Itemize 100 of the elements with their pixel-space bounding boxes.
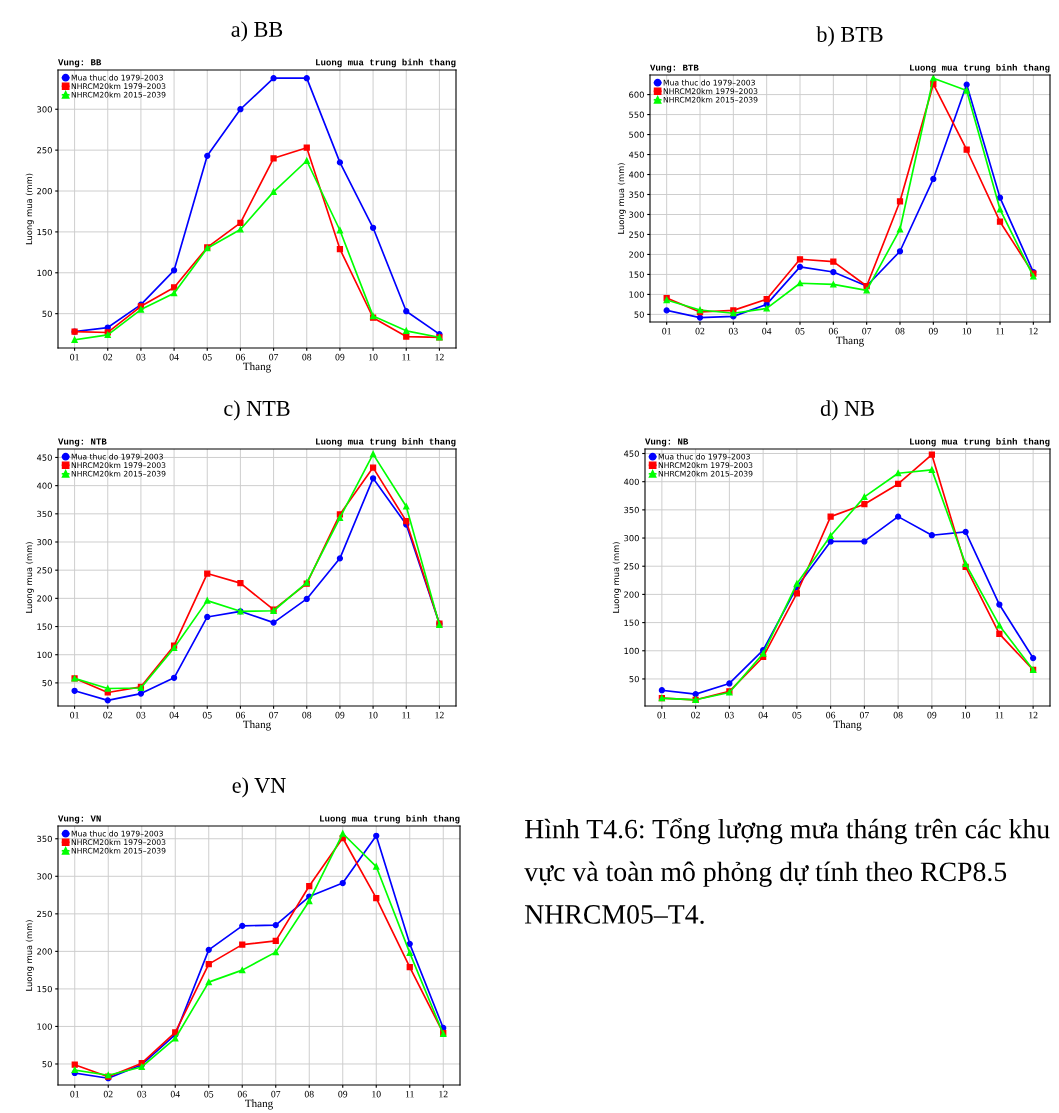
x-tick-label: 06 [237, 1090, 247, 1098]
x-tick-label: 05 [202, 353, 212, 361]
text: Luong mua trung binh thang [320, 814, 460, 824]
x-tick-label: 02 [103, 711, 113, 719]
x-tick-label: 04 [169, 711, 179, 719]
x-tick-label: 05 [795, 327, 805, 335]
x-tick-label: 09 [338, 1090, 348, 1098]
x-tick-label: 07 [269, 353, 279, 361]
y-tick-label: 150 [37, 228, 52, 236]
y-tick-label: 300 [37, 873, 52, 880]
x-tick-label: 12 [1029, 327, 1038, 335]
x-tick-label: 12 [435, 353, 444, 361]
x-tick-label: 06 [235, 711, 245, 719]
y-tick-label: 150 [629, 271, 644, 278]
x-tick-label: 11 [995, 711, 1004, 719]
y-tick-label: 300 [624, 535, 639, 542]
chart-title: e) VN [232, 777, 286, 798]
y-tick-label: 600 [629, 91, 644, 98]
x-tick-label: 10 [369, 711, 378, 719]
x-tick-label: 07 [862, 327, 872, 335]
y-tick-label: 450 [36, 454, 52, 461]
x-tick-label: 05 [202, 711, 212, 719]
y-tick-label: 200 [629, 251, 644, 258]
y-tick-label: 100 [37, 269, 52, 277]
x-tick-label: 01 [662, 327, 671, 335]
y-tick-label: 50 [42, 310, 52, 317]
x-tick-label: 08 [302, 711, 312, 719]
x-tick-label: 06 [826, 711, 836, 719]
x-axis-title: Thang [833, 720, 862, 731]
y-tick-label: 250 [629, 231, 644, 238]
x-tick-label: 05 [792, 711, 802, 719]
x-tick-label: 02 [103, 353, 113, 361]
y-tick-label: 350 [629, 191, 644, 198]
y-tick-label: 250 [37, 567, 52, 574]
chart-title: d) NB [820, 400, 874, 421]
text: Luong mua trung binh thang [910, 64, 1050, 73]
y-tick-label: 500 [629, 131, 644, 138]
x-tick-label: 10 [962, 327, 972, 335]
x-tick-label: 10 [372, 1090, 381, 1098]
x-tick-label: 08 [302, 353, 312, 361]
x-tick-label: 07 [271, 1090, 281, 1098]
x-tick-label: 05 [204, 1090, 214, 1098]
y-tick-label: 200 [37, 595, 52, 602]
chart-title: a) BB [231, 21, 283, 42]
text: Luong mua trung binh thang [910, 437, 1050, 447]
y-tick-label: 400 [36, 482, 52, 489]
chart-subtitle: Vung: NTB [58, 438, 107, 447]
y-tick-label: 150 [37, 985, 52, 993]
x-tick-label: 10 [369, 353, 378, 361]
x-tick-label: 12 [439, 1090, 448, 1098]
y-tick-label: 100 [629, 291, 644, 298]
chart-title: b) BTB [816, 26, 883, 47]
y-axis-title: Luong mua (mm) [612, 542, 621, 613]
x-tick-label: 12 [435, 711, 444, 719]
y-tick-label: 550 [629, 111, 644, 118]
text: Luong mua trung binh thang [316, 58, 456, 68]
y-tick-label: 450 [628, 151, 644, 158]
y-tick-label: 250 [37, 147, 52, 154]
y-axis-title: Luong mua (mm) [25, 173, 34, 245]
x-tick-label: 12 [1029, 711, 1038, 719]
x-tick-label: 06 [235, 353, 245, 361]
x-tick-label: 11 [402, 711, 411, 719]
chart-subtitle: Vung: VN [58, 815, 101, 824]
x-tick-label: 07 [859, 711, 869, 719]
x-tick-label: 09 [335, 353, 345, 361]
chart-title: c) NTB [224, 400, 290, 421]
text: Luong mua trung binh thang [316, 437, 456, 447]
x-tick-label: 04 [762, 327, 772, 335]
y-tick-label: 350 [624, 506, 639, 514]
y-tick-label: 150 [37, 623, 52, 630]
y-tick-label: 200 [624, 591, 639, 598]
x-tick-label: 11 [405, 1090, 414, 1098]
x-tick-label: 03 [136, 711, 146, 719]
y-tick-label: 50 [634, 311, 644, 318]
x-axis-title: Thang [836, 336, 864, 347]
x-tick-label: 08 [895, 327, 905, 335]
x-tick-label: 01 [70, 353, 79, 361]
y-tick-label: 100 [624, 647, 639, 655]
x-tick-label: 09 [927, 711, 937, 719]
x-tick-label: 03 [136, 353, 146, 361]
y-tick-label: 200 [37, 948, 52, 955]
y-tick-label: 50 [42, 1060, 52, 1068]
y-tick-label: 300 [629, 211, 644, 218]
y-tick-label: 50 [629, 675, 639, 683]
x-tick-label: 02 [103, 1090, 113, 1098]
x-tick-label: 03 [728, 327, 738, 335]
y-tick-label: 50 [42, 679, 52, 687]
y-tick-label: 250 [624, 563, 639, 570]
x-tick-label: 08 [893, 711, 903, 719]
y-tick-label: 150 [624, 619, 639, 626]
y-tick-label: 200 [37, 187, 52, 195]
y-tick-label: 100 [37, 651, 52, 658]
y-tick-label: 250 [37, 910, 52, 918]
x-tick-label: 11 [996, 327, 1005, 335]
y-axis-title: Luong mua (mm) [25, 920, 34, 991]
x-tick-label: 02 [691, 711, 700, 719]
x-tick-label: 01 [70, 711, 79, 719]
y-tick-label: 350 [37, 510, 52, 518]
x-tick-label: 09 [335, 711, 345, 719]
x-tick-label: 10 [961, 711, 971, 719]
